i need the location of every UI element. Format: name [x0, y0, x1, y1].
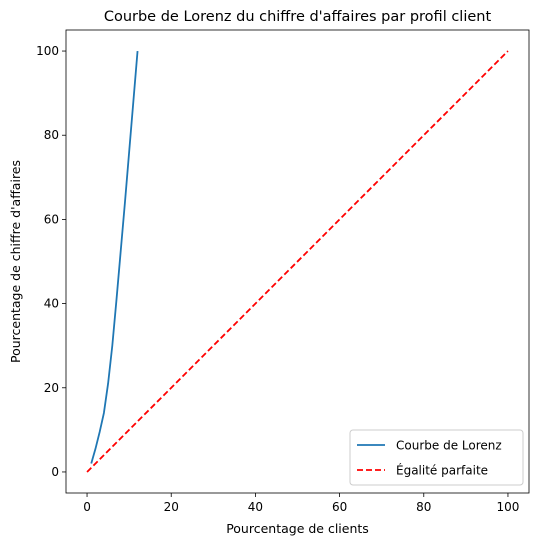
legend-label-equality: Égalité parfaite — [396, 463, 488, 478]
y-tick-label: 80 — [44, 128, 59, 142]
plot-area — [86, 50, 509, 473]
legend-box — [349, 429, 524, 486]
legend-label-lorenz: Courbe de Lorenz — [396, 439, 502, 453]
x-tick-label: 60 — [332, 500, 347, 514]
plot-frame — [65, 29, 530, 494]
x-axis: 0 20 40 60 80 100 — [83, 493, 519, 514]
y-axis-label: Pourcentage de chiffre d'affaires — [8, 160, 23, 363]
x-tick-label: 40 — [248, 500, 263, 514]
y-tick-label: 0 — [51, 465, 59, 479]
x-tick-label: 20 — [164, 500, 179, 514]
legend: Courbe de Lorenz Égalité parfaite — [349, 429, 524, 486]
y-tick-label: 100 — [36, 44, 59, 58]
chart-title: Courbe de Lorenz du chiffre d'affaires p… — [104, 9, 492, 25]
series-line-0 — [90, 50, 139, 464]
x-tick-label: 80 — [416, 500, 431, 514]
x-tick-label: 0 — [83, 500, 91, 514]
x-tick-label: 100 — [497, 500, 520, 514]
x-axis-label: Pourcentage de clients — [226, 521, 369, 536]
series-line-1 — [86, 50, 509, 473]
y-tick-label: 20 — [44, 381, 59, 395]
y-tick-label: 40 — [44, 297, 59, 311]
y-tick-label: 60 — [44, 212, 59, 226]
y-axis: 0 20 40 60 80 100 — [36, 44, 66, 479]
